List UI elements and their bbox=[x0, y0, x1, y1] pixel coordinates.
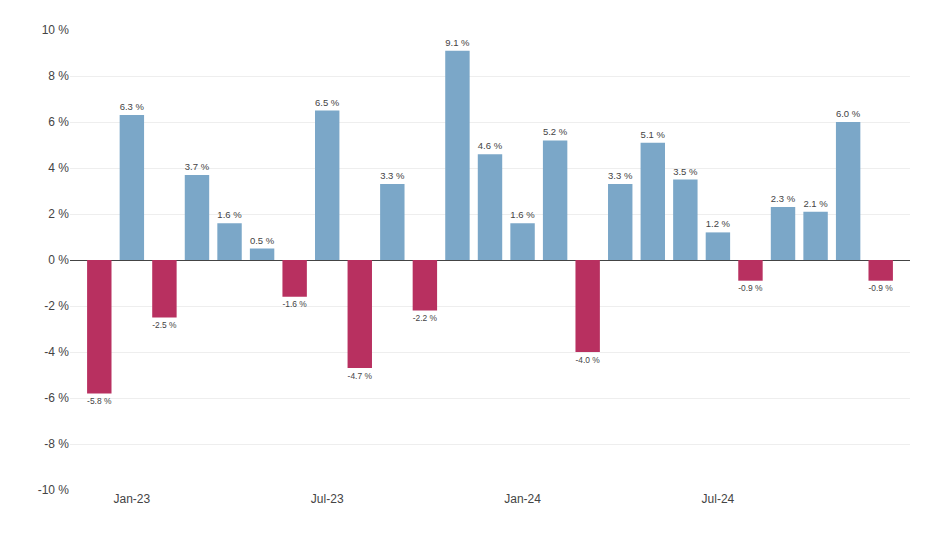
svg-text:-0.9 %: -0.9 % bbox=[738, 283, 763, 293]
svg-text:0.5 %: 0.5 % bbox=[250, 235, 275, 246]
svg-text:3.7 %: 3.7 % bbox=[185, 161, 210, 172]
svg-text:-4.7 %: -4.7 % bbox=[348, 371, 373, 381]
svg-text:0 %: 0 % bbox=[48, 253, 69, 267]
svg-text:8 %: 8 % bbox=[48, 69, 69, 83]
svg-text:1.2 %: 1.2 % bbox=[706, 218, 731, 229]
svg-text:2 %: 2 % bbox=[48, 207, 69, 221]
svg-text:-4.0 %: -4.0 % bbox=[575, 355, 600, 365]
svg-text:6 %: 6 % bbox=[48, 115, 69, 129]
svg-text:5.2 %: 5.2 % bbox=[543, 126, 568, 137]
svg-text:1.6 %: 1.6 % bbox=[217, 209, 242, 220]
svg-text:9.1 %: 9.1 % bbox=[445, 37, 470, 48]
svg-text:-4 %: -4 % bbox=[44, 345, 69, 359]
svg-text:-2.5 %: -2.5 % bbox=[152, 320, 177, 330]
svg-text:4.6 %: 4.6 % bbox=[478, 140, 503, 151]
svg-text:Jul-24: Jul-24 bbox=[702, 492, 735, 506]
svg-text:-0.9 %: -0.9 % bbox=[869, 283, 894, 293]
svg-text:Jul-23: Jul-23 bbox=[311, 492, 344, 506]
svg-text:-8 %: -8 % bbox=[44, 437, 69, 451]
svg-text:2.3 %: 2.3 % bbox=[771, 193, 796, 204]
svg-text:4 %: 4 % bbox=[48, 161, 69, 175]
svg-text:Jan-23: Jan-23 bbox=[114, 492, 151, 506]
svg-text:3.3 %: 3.3 % bbox=[380, 170, 405, 181]
svg-text:1.6 %: 1.6 % bbox=[510, 209, 535, 220]
svg-text:2.1 %: 2.1 % bbox=[803, 198, 828, 209]
svg-text:-5.8 %: -5.8 % bbox=[87, 396, 112, 406]
svg-text:6.5 %: 6.5 % bbox=[315, 97, 340, 108]
svg-text:-10 %: -10 % bbox=[38, 483, 70, 497]
svg-text:-2 %: -2 % bbox=[44, 299, 69, 313]
svg-text:-1.6 %: -1.6 % bbox=[282, 299, 307, 309]
svg-text:-6 %: -6 % bbox=[44, 391, 69, 405]
svg-text:3.5 %: 3.5 % bbox=[673, 166, 698, 177]
svg-text:Jan-24: Jan-24 bbox=[504, 492, 541, 506]
svg-text:3.3 %: 3.3 % bbox=[608, 170, 633, 181]
svg-text:10 %: 10 % bbox=[42, 23, 70, 37]
svg-text:6.3 %: 6.3 % bbox=[120, 101, 145, 112]
svg-text:5.1 %: 5.1 % bbox=[641, 129, 666, 140]
svg-text:6.0 %: 6.0 % bbox=[836, 108, 861, 119]
svg-text:-2.2 %: -2.2 % bbox=[413, 313, 438, 323]
